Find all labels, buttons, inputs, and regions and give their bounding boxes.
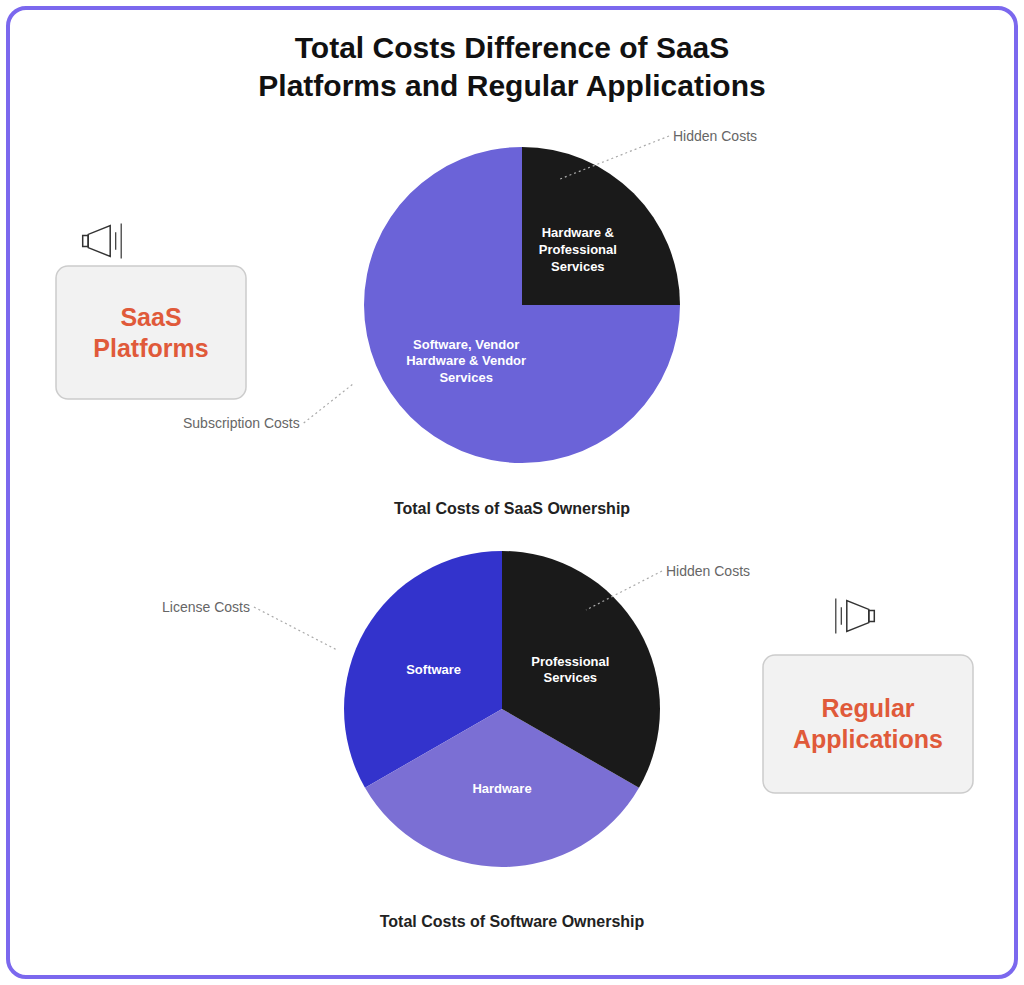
annotation-line	[254, 607, 337, 650]
title: Total Costs Difference of SaaSPlatforms …	[258, 31, 765, 102]
label-box	[56, 266, 246, 399]
annotation: Hidden Costs	[673, 128, 757, 144]
slice-label: Software	[406, 662, 461, 677]
megaphone-wave	[121, 223, 122, 258]
pie-slice	[522, 147, 680, 305]
subtitle: Total Costs of Software Ownership	[380, 913, 645, 930]
annotation-line	[586, 571, 662, 610]
slice-labels: Software Hardware ProfessionalServices	[406, 654, 609, 796]
annotation: Subscription Costs	[183, 415, 300, 431]
slice-label: Software, VendorHardware & VendorService…	[406, 337, 526, 386]
annotation: Hidden Costs	[666, 563, 750, 579]
megaphone-icon	[83, 223, 122, 258]
slice-label: Hardware &ProfessionalServices	[539, 225, 617, 274]
megaphone-handle	[83, 236, 89, 247]
pie-chart: Software, VendorHardware & VendorService…	[56, 128, 757, 517]
annotation: License Costs	[162, 599, 250, 615]
megaphone-icon	[836, 598, 875, 633]
pie-slice	[364, 147, 680, 463]
slice-label: ProfessionalServices	[531, 654, 609, 686]
slices	[364, 147, 680, 463]
megaphone-handle	[869, 611, 875, 622]
megaphone-wave	[115, 232, 116, 250]
box-label: RegularApplications	[793, 694, 943, 753]
pie-chart: Software Hardware ProfessionalServices Tota…	[162, 551, 973, 930]
megaphone-wave	[835, 598, 836, 633]
page-border	[8, 8, 1016, 977]
megaphone-wave	[841, 607, 842, 625]
pie-slice	[502, 551, 660, 788]
box-label: SaaSPlatforms	[93, 303, 208, 362]
megaphone-horn	[88, 226, 110, 257]
megaphone-horn	[847, 601, 869, 632]
slice-label: Hardware	[472, 781, 531, 796]
subtitle: Total Costs of SaaS Ownership	[394, 500, 630, 517]
annotation-line	[560, 136, 669, 179]
label-box	[763, 655, 973, 793]
chart-root: Total Costs Difference of SaaSPlatforms …	[0, 0, 1024, 985]
slice-labels: Software, VendorHardware & VendorService…	[406, 225, 617, 386]
slices	[344, 551, 660, 867]
annotation-line	[304, 384, 353, 423]
